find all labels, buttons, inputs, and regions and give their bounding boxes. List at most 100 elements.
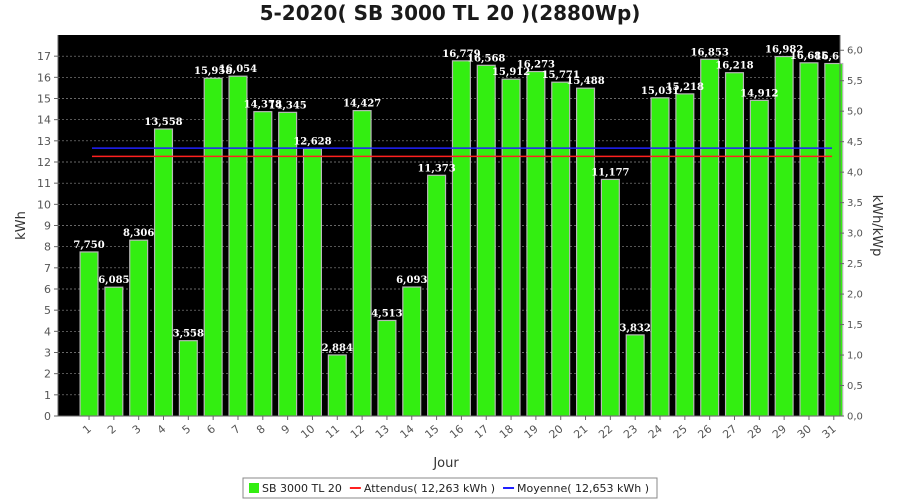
x-tick-label: 5 [180,422,194,436]
x-tick-label: 25 [671,422,690,441]
data-label: 11,177 [591,167,629,178]
x-tick-label: 3 [130,422,144,436]
legend-swatch [249,483,259,493]
x-tick-label: 18 [497,422,516,441]
data-label: 14,345 [268,100,306,111]
bar [253,111,273,417]
x-tick-label: 12 [348,422,367,441]
y-tick-label: 8 [44,241,51,254]
bar [228,75,248,417]
x-tick-label: 20 [547,422,566,441]
y-right-tick-label: 6,0 [847,46,863,57]
y-tick-label: 16 [37,71,51,84]
data-label: 15,218 [666,82,704,93]
legend-label: SB 3000 TL 20 [262,482,342,495]
data-label: 13,558 [144,117,182,128]
bar [600,178,620,417]
data-label: 16,273 [517,60,555,71]
y-right-tick-label: 5,0 [847,107,863,118]
y-tick-label: 4 [44,325,51,338]
bar [451,60,471,417]
y-tick-label: 17 [37,50,51,63]
y-right-tick-label: 1,5 [847,320,863,331]
bar [551,81,571,417]
chart-title: 5-2020( SB 3000 TL 20 )(2880Wp) [260,1,641,25]
data-label: 15,031 [641,86,679,97]
bar [724,72,745,417]
data-label: 4,513 [371,308,402,319]
bar [203,77,223,417]
data-label: 16,054 [219,64,257,75]
legend-label: Moyenne( 12,653 kWh ) [517,482,649,495]
data-label: 3,832 [620,323,651,334]
data-label: 14,378 [244,100,282,111]
x-tick-label: 30 [795,422,814,441]
x-tick-label: 15 [422,422,441,441]
y-tick-label: 11 [37,177,51,190]
x-tick-label: 29 [770,422,789,441]
legend-box [242,477,658,499]
x-tick-label: 19 [522,422,541,441]
y-right-tick-label: 3,5 [847,198,863,209]
bar [526,70,546,417]
y-tick-label: 9 [44,220,51,233]
data-label: 16,568 [467,53,505,64]
data-label: 7,750 [73,240,104,251]
bar [178,340,198,417]
y-right-tick-label: 0,0 [847,412,863,423]
reference-lines [92,147,832,158]
bar [576,87,596,417]
y-axis-label: kWh [14,211,29,240]
y-tick-label: 2 [44,368,51,381]
bar [79,251,99,417]
y-tick-label: 0 [44,410,51,423]
y-right-tick-label: 2,0 [847,290,863,301]
y-tick-label: 12 [37,156,51,169]
y-tick-label: 3 [44,347,51,360]
y-axis-right-label: kWh/kWp [869,195,884,257]
x-tick-label: 16 [447,422,466,441]
y-right-tick-label: 5,5 [847,76,863,87]
legend-label: Attendus( 12,263 kWh ) [364,482,495,495]
bars [79,55,844,417]
data-label: 16,652 [815,52,853,63]
y-tick-label: 15 [37,93,51,106]
x-tick-label: 6 [204,422,218,436]
x-tick-label: 7 [229,422,243,436]
y-right-tick-label: 4,0 [847,168,863,179]
x-tick-label: 2 [105,422,119,436]
y-right-tick-label: 3,0 [847,229,863,240]
data-label: 3,558 [173,329,204,340]
y-tick-label: 10 [37,198,51,211]
x-axis-label: Jour [432,456,459,471]
x-tick-label: 27 [720,422,739,441]
bar [327,354,347,417]
legend: SB 3000 TL 20 Attendus( 12,263 kWh ) Moyen… [242,477,658,499]
data-label: 14,912 [740,88,778,99]
data-label: 11,373 [417,163,455,174]
data-label: 16,853 [691,47,729,58]
bar [302,148,322,417]
data-label: 16,685 [790,51,828,62]
bar [402,286,422,417]
bar [153,128,174,417]
data-label: 15,912 [492,67,530,78]
x-tick-label: 14 [398,422,417,441]
bar [129,239,149,417]
x-tick-label: 8 [254,422,268,436]
bar [650,97,670,417]
data-label: 12,628 [293,137,331,148]
y-right-tick-label: 0,5 [847,381,863,392]
y-right-tick-label: 4,5 [847,137,863,148]
y-tick-label: 13 [37,135,51,148]
bar [501,78,521,417]
y-tick-label: 5 [44,304,51,317]
bar [476,64,496,417]
x-tick-label: 1 [80,422,94,436]
bar [700,58,720,417]
x-tick-label: 13 [373,422,392,441]
data-label: 8,306 [123,228,154,239]
x-tick-label: 9 [279,422,293,436]
y-tick-label: 1 [44,389,51,402]
x-tick-label: 10 [298,422,317,441]
